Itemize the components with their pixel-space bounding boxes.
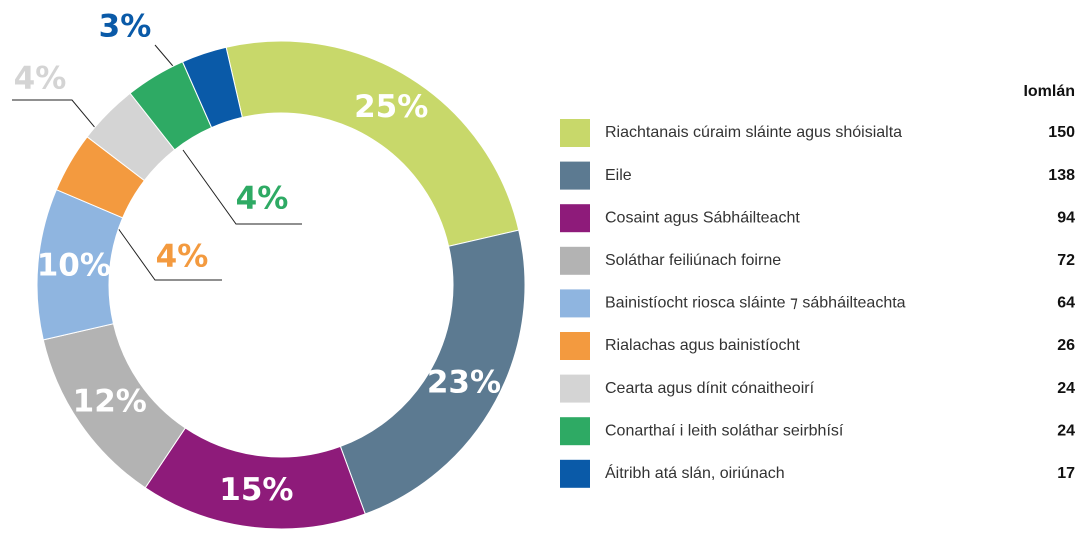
legend-label: Cearta agus dínit cónaitheoirí — [605, 380, 815, 397]
slice-label: 3% — [99, 9, 152, 45]
total-value: 64 — [1057, 295, 1075, 312]
legend-swatch — [560, 161, 590, 190]
legend-label: Rialachas agus bainistíocht — [605, 337, 800, 354]
slice — [339, 229, 526, 515]
legend-label: Áitribh atá slán, oiriúnach — [605, 463, 785, 482]
legend-label: Soláthar feiliúnach foirne — [605, 252, 781, 269]
legend-swatch — [560, 289, 590, 318]
leader-line — [182, 149, 302, 225]
total-value: 24 — [1057, 380, 1075, 397]
legend-swatch — [560, 332, 590, 360]
slice-label: 25% — [354, 89, 428, 125]
slice-label: 4% — [156, 239, 209, 275]
total-value: 72 — [1057, 252, 1075, 269]
total-value: 150 — [1048, 124, 1075, 141]
legend-swatch — [560, 417, 590, 446]
total-value: 24 — [1057, 422, 1075, 439]
legend-label: Cosaint agus Sábháilteacht — [605, 209, 800, 226]
totals-header: Iomlán — [1023, 83, 1075, 100]
legend-swatch — [560, 246, 590, 275]
legend-swatch — [560, 459, 590, 488]
total-value: 17 — [1057, 465, 1075, 482]
slice-label: 10% — [37, 247, 111, 283]
total-value: 26 — [1057, 337, 1075, 354]
slice-label: 12% — [73, 384, 147, 420]
slice-label: 4% — [14, 61, 67, 97]
slice — [181, 46, 243, 129]
slice — [225, 40, 520, 247]
legend-swatch — [560, 374, 590, 403]
legend-swatch — [560, 119, 590, 147]
legend-swatch — [560, 204, 590, 233]
slice-label: 15% — [219, 472, 293, 508]
slice-label: 4% — [236, 181, 289, 217]
legend-label: Eile — [605, 167, 632, 184]
legend-label: Bainistíocht riosca sláinte ⁊ sábháiltea… — [605, 295, 906, 312]
slice-label: 23% — [427, 364, 501, 400]
total-value: 138 — [1048, 167, 1075, 184]
legend-label: Riachtanais cúraim sláinte agus shóisial… — [605, 124, 902, 141]
legend-label: Conarthaí i leith soláthar seirbhísí — [605, 422, 844, 439]
total-value: 94 — [1057, 209, 1075, 226]
